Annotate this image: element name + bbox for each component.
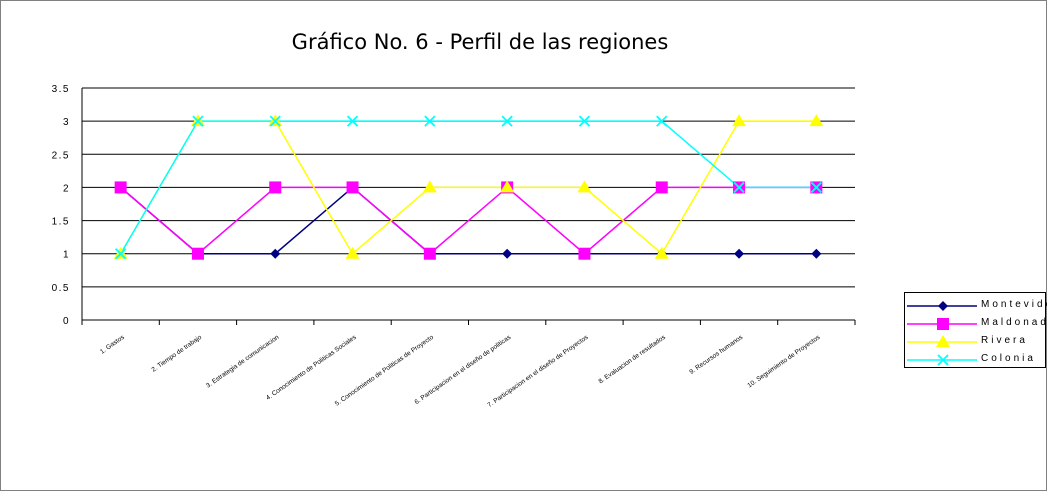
data-point (500, 180, 515, 193)
x-tick-label: 10. Seguimiento de Proyectos (746, 333, 822, 389)
x-tick-label: 2. Tiempo de trabajo (151, 334, 204, 374)
data-point (577, 180, 592, 193)
data-point (346, 115, 359, 127)
data-point (502, 248, 513, 259)
x-tick-label: 3. Estrategia de comunicacion (205, 334, 281, 390)
x-tick-label: 1. Gastos (99, 333, 126, 355)
legend-label: Rivera (981, 335, 1028, 346)
data-point (734, 248, 745, 259)
data-point (346, 181, 359, 194)
data-point (270, 248, 281, 259)
series-line-montevideo (120, 186, 817, 255)
x-tick-label: 8. Evaluacion de resultados (597, 333, 667, 385)
data-point (423, 247, 436, 260)
legend-item: Colonia (905, 351, 1045, 369)
y-tick-label: 0 (63, 316, 70, 327)
data-point (811, 248, 822, 259)
data-point (655, 181, 668, 194)
y-tick-label: 2.5 (52, 150, 70, 161)
y-tick-label: 3 (63, 117, 70, 128)
data-point (809, 114, 824, 127)
legend-item: Maldonado (905, 315, 1047, 333)
data-point (501, 115, 513, 127)
data-point (115, 248, 127, 260)
data-point (191, 247, 204, 260)
data-point (269, 181, 282, 194)
series-line-colonia (120, 120, 817, 255)
legend: Montevideo Maldonado Rivera Colonia (904, 292, 1047, 369)
data-point (654, 246, 669, 259)
chart-title: Gráfico No. 6 - Perfil de las regiones (291, 30, 669, 54)
data-point (422, 180, 437, 193)
data-point (578, 247, 591, 260)
data-point (578, 115, 591, 127)
data-point (424, 115, 436, 127)
data-point (733, 181, 745, 194)
legend-swatch (907, 301, 977, 311)
legend-swatch (907, 335, 977, 347)
x-tick-label: 4. Conocimiento de Politicas Sociales (265, 333, 358, 401)
legend-swatch (907, 318, 977, 330)
y-tick-label: 1.5 (52, 217, 70, 228)
legend-label: Maldonado (981, 317, 1047, 328)
data-point (269, 115, 281, 127)
data-point (810, 181, 822, 194)
legend-swatch (907, 354, 977, 366)
y-tick-label: 0.5 (52, 283, 70, 294)
y-tick-label: 2 (63, 183, 70, 194)
data-point (345, 246, 360, 259)
y-tick-label: 1 (63, 250, 70, 261)
legend-label: Montevideo (981, 299, 1047, 310)
data-point (192, 115, 204, 127)
data-point (732, 114, 747, 127)
legend-label: Colonia (981, 353, 1036, 364)
legend-item: Montevideo (905, 297, 1047, 315)
legend-item: Rivera (905, 333, 1045, 351)
data-point (656, 115, 668, 127)
y-tick-label: 3.5 (52, 84, 70, 95)
data-point (114, 181, 127, 194)
x-tick-label: 9. Recursos humanos (688, 333, 744, 375)
